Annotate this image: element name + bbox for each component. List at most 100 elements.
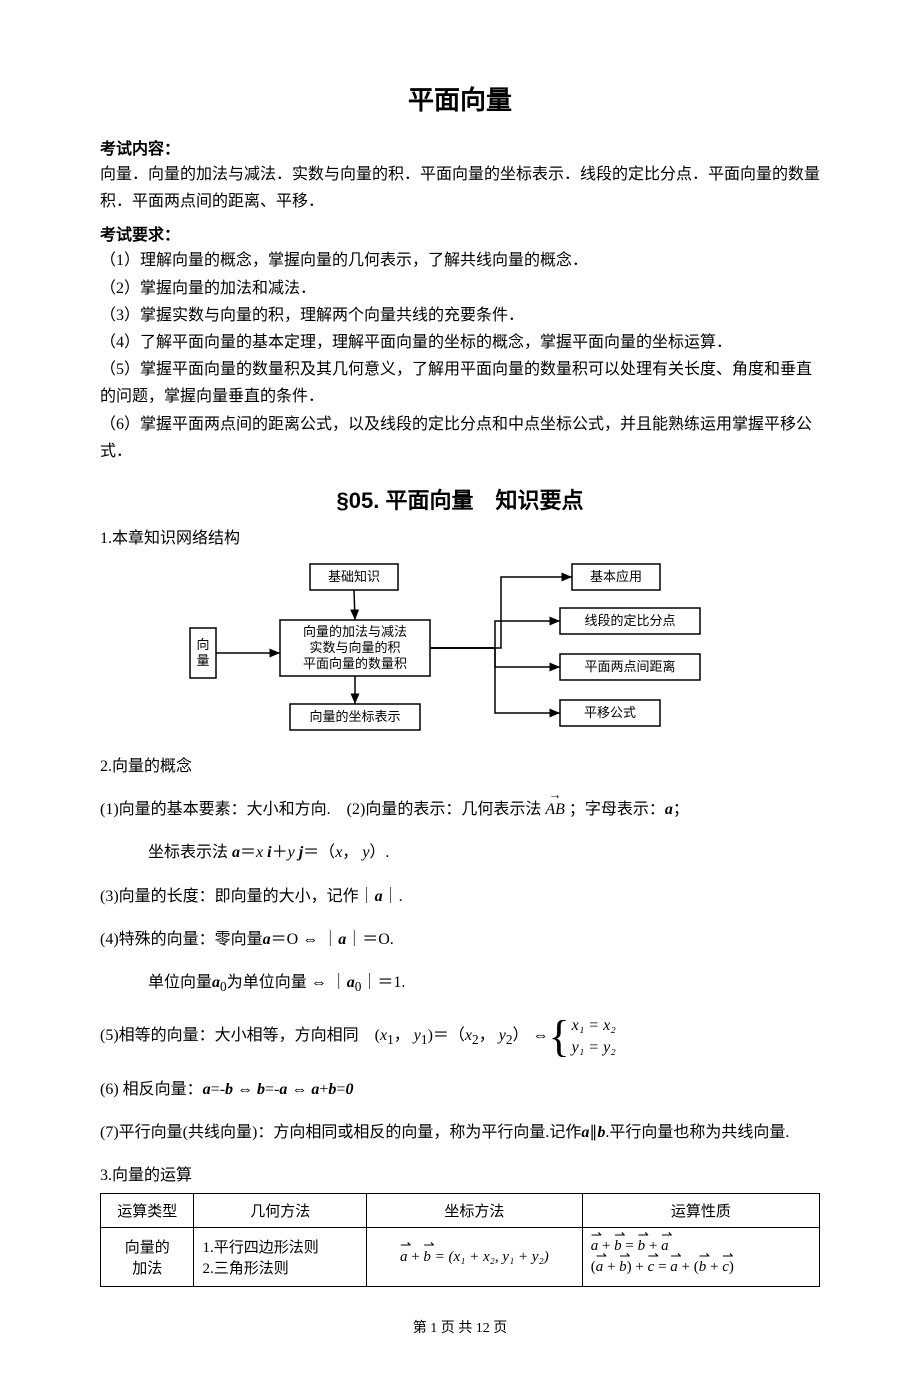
c4b-end: ｜＝1. xyxy=(361,974,405,991)
c1b-j: j xyxy=(295,844,303,861)
svg-text:平移公式: 平移公式 xyxy=(584,705,636,720)
c4b-a: a xyxy=(212,974,220,991)
c1-end: ； xyxy=(673,801,689,818)
operations-table: 运算类型 几何方法 坐标方法 运算性质 向量的 加法 1.平行四边形法则 2.三… xyxy=(100,1193,820,1287)
concept-6: (6) 相反向量：a=-b ⇔ b=-a ⇔ a+b=0 xyxy=(100,1076,820,1103)
exam-req-2: （2）掌握向量的加法和减法． xyxy=(100,275,820,302)
c4-end: ｜＝O. xyxy=(346,931,394,948)
page-footer: 第 1 页 共 12 页 xyxy=(100,1317,820,1337)
exam-content-heading: 考试内容： xyxy=(100,135,820,159)
c6-m2: =- xyxy=(265,1081,279,1098)
p2b2: b xyxy=(699,1259,707,1276)
c5-c2: ， xyxy=(479,1027,495,1044)
page: 平面向量 考试内容： 向量．向量的加法与减法．实数与向量的积．平面向量的坐标表示… xyxy=(0,0,920,1377)
c4b-sub: 0 xyxy=(220,979,227,994)
c5-s2b: 2 xyxy=(506,1033,513,1048)
svg-text:线段的定比分点: 线段的定比分点 xyxy=(584,613,675,628)
concept-4b: 单位向量a0为单位向量 ⇔ ｜a0｜＝1. xyxy=(100,969,820,999)
c6-zero: 0 xyxy=(345,1081,353,1098)
p2c2: c xyxy=(722,1259,729,1276)
svg-text:实数与向量的积: 实数与向量的积 xyxy=(309,640,400,655)
point-1: 1.本章知识网络结构 xyxy=(100,525,820,552)
c4b: 单位向量 xyxy=(148,974,212,991)
knowledge-diagram: 向量基础知识向量的加法与减法实数与向量的积平面向量的数量积向量的坐标表示基本应用… xyxy=(100,558,820,743)
p2a: a xyxy=(596,1259,604,1276)
svg-text:向量的坐标表示: 向量的坐标表示 xyxy=(309,709,400,724)
svg-text:基础知识: 基础知识 xyxy=(328,569,380,584)
c6-b2: b xyxy=(257,1081,265,1098)
th-coord: 坐标方法 xyxy=(367,1194,583,1228)
brace-eq1: x₁ = x₂ xyxy=(572,1015,616,1037)
point-2: 2.向量的概念 xyxy=(100,753,820,780)
p1b2: b xyxy=(638,1238,646,1255)
c1b-i: i xyxy=(263,844,271,861)
th-prop: 运算性质 xyxy=(582,1194,819,1228)
td-type: 向量的 加法 xyxy=(101,1228,194,1287)
c1b-close: ）. xyxy=(369,844,389,861)
exam-req-4: （4）了解平面向量的基本定理，理解平面向量的坐标的概念，掌握平面向量的坐标运算． xyxy=(100,329,820,356)
c5-s1: 1 xyxy=(387,1033,394,1048)
th-type: 运算类型 xyxy=(101,1194,194,1228)
main-title: 平面向量 xyxy=(100,80,820,117)
c1b-y2: y xyxy=(358,844,369,861)
c1b-a: a xyxy=(232,844,240,861)
c1b-eq2: ＝（ xyxy=(303,844,335,861)
c4-mid: ＝O ⇔ ｜ xyxy=(271,931,339,948)
concept-1b: 坐标表示法 a＝x i＋y j＝（x， y）. xyxy=(100,839,820,866)
c1-a: a xyxy=(665,801,673,818)
concept-5: (5)相等的向量：大小相等，方向相同 (x1， y1)＝（x2， y2） ⇔ {… xyxy=(100,1015,820,1060)
svg-text:基本应用: 基本应用 xyxy=(590,569,642,584)
vec-ab: AB xyxy=(545,796,565,823)
c6-b: b xyxy=(225,1081,233,1098)
c1b-comma: ， xyxy=(342,844,358,861)
coord-eq: = (x₁ + x₂, y₁ + y₂) xyxy=(431,1249,549,1265)
concept-7: (7)平行向量(共线向量)：方向相同或相反的向量，称为平行向量.记作a∥b.平行… xyxy=(100,1119,820,1146)
table-header-row: 运算类型 几何方法 坐标方法 运算性质 xyxy=(101,1194,820,1228)
c3-a: a xyxy=(375,888,383,905)
c1-post: ；字母表示： xyxy=(569,801,665,818)
c6-a: a xyxy=(203,1081,211,1098)
svg-text:平面向量的数量积: 平面向量的数量积 xyxy=(303,656,407,671)
exam-content-body: 向量．向量的加法与减法．实数与向量的积．平面向量的坐标表示．线段的定比分点．平面… xyxy=(100,161,820,215)
brace-icon: { xyxy=(549,1015,570,1059)
c5-x2: x xyxy=(465,1027,472,1044)
c5-y1: y xyxy=(410,1027,421,1044)
svg-text:平面两点间距离: 平面两点间距离 xyxy=(584,659,675,674)
p2a2: a xyxy=(670,1259,678,1276)
c6-m1: =- xyxy=(211,1081,225,1098)
svg-text:量: 量 xyxy=(196,653,209,668)
c6-iff1: ⇔ xyxy=(233,1081,257,1098)
concept-1: (1)向量的基本要素：大小和方向. (2)向量的表示：几何表示法 AB ；字母表… xyxy=(100,796,820,823)
c1b-plus: ＋ xyxy=(272,844,288,861)
concept-4: (4)特殊的向量：零向量a＝O ⇔ ｜a｜＝O. xyxy=(100,926,820,953)
brace-system: { x₁ = x₂ y₁ = y₂ xyxy=(549,1015,616,1060)
c7-end: .平行向量也称为共线向量. xyxy=(605,1124,789,1141)
c5-y2: y xyxy=(495,1027,506,1044)
c3-end: ｜. xyxy=(383,888,403,905)
coord-b: b xyxy=(423,1249,431,1266)
point-3: 3.向量的运算 xyxy=(100,1162,820,1189)
c5-close: ） ⇔ xyxy=(513,1027,549,1044)
c4b-mid: 为单位向量 ⇔ ｜ xyxy=(227,974,347,991)
exam-req-3: （3）掌握实数与向量的积，理解两个向量共线的充要条件． xyxy=(100,302,820,329)
td-coord: a + b = (x₁ + x₂, y₁ + y₂) xyxy=(367,1228,583,1287)
c5-mid: )＝（ xyxy=(428,1027,465,1044)
c5-s2: 2 xyxy=(472,1033,479,1048)
c1b-mid: ＝ xyxy=(240,844,256,861)
exam-req-5: （5）掌握平面向量的数量积及其几何意义，了解用平面向量的数量积可以处理有关长度、… xyxy=(100,356,820,410)
brace-eq2: y₁ = y₂ xyxy=(572,1037,616,1059)
c5-c1: ， xyxy=(394,1027,410,1044)
c7: (7)平行向量(共线向量)：方向相同或相反的向量，称为平行向量.记作 xyxy=(100,1124,581,1141)
c4-a: a xyxy=(263,931,271,948)
c6-iff2: ⇔ xyxy=(287,1081,311,1098)
table-row: 向量的 加法 1.平行四边形法则 2.三角形法则 a + b = (x₁ + x… xyxy=(101,1228,820,1287)
td-prop: a + b = b + a (a + b) + c = a + (b + c) xyxy=(582,1228,819,1287)
coord-a: a xyxy=(400,1249,408,1266)
th-geom: 几何方法 xyxy=(194,1194,367,1228)
c1-pre: (1)向量的基本要素：大小和方向. (2)向量的表示：几何表示法 xyxy=(100,801,545,818)
c4b-a2: a xyxy=(347,974,355,991)
c4: (4)特殊的向量：零向量 xyxy=(100,931,263,948)
p2c: c xyxy=(648,1259,655,1276)
p1a2: a xyxy=(661,1238,669,1255)
prop-line-2: (a + b) + c = a + (b + c) xyxy=(591,1259,811,1276)
